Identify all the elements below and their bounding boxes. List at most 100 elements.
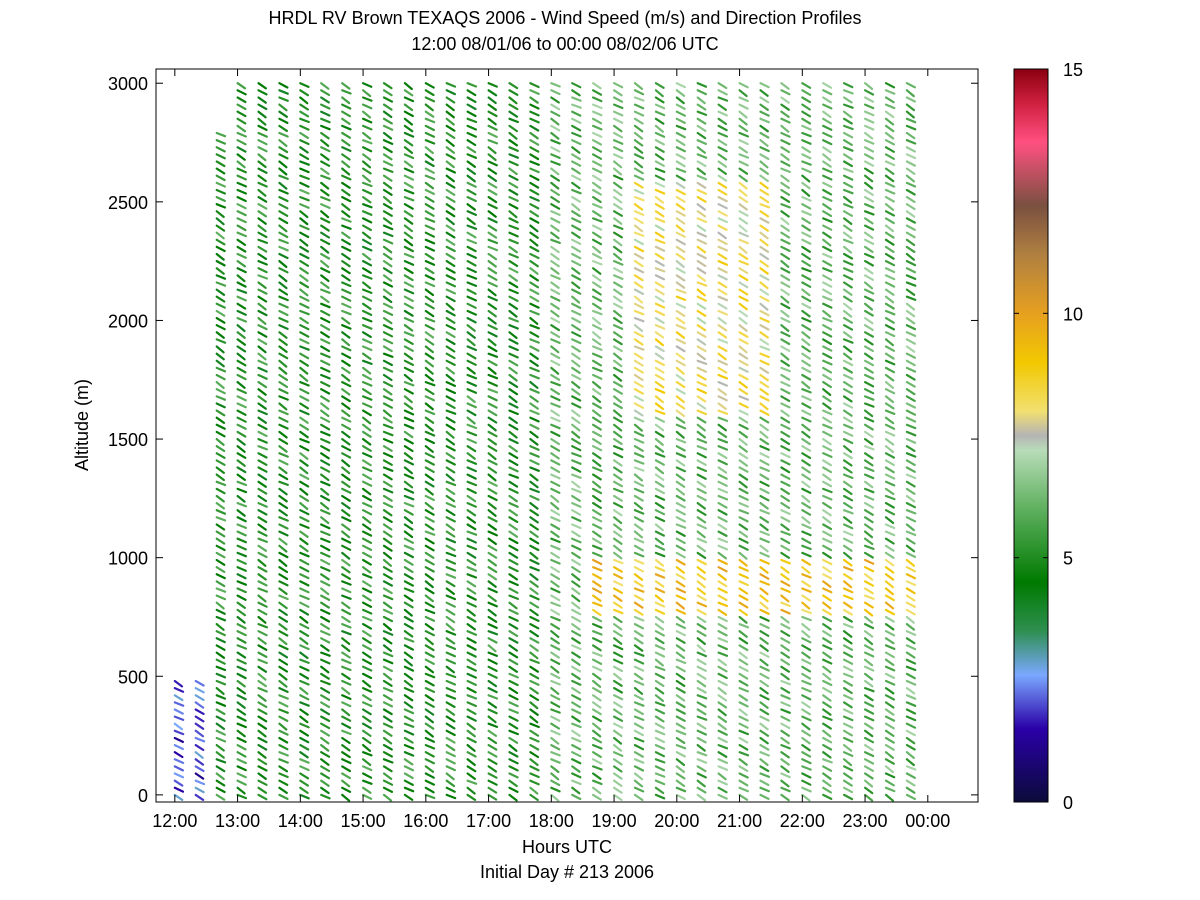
- wind-barb: [633, 267, 645, 274]
- wind-barb: [257, 224, 267, 233]
- wind-barb: [466, 210, 477, 216]
- wind-barb: [780, 523, 790, 531]
- wind-barb: [863, 210, 875, 216]
- wind-barb: [863, 580, 875, 587]
- wind-barb: [341, 601, 351, 610]
- wind-barb: [236, 786, 246, 795]
- wind-barb: [445, 729, 456, 737]
- wind-barb: [445, 551, 457, 558]
- wind-barb: [675, 181, 686, 189]
- wind-barb: [571, 181, 581, 190]
- wind-barb: [738, 238, 750, 245]
- wind-barb: [633, 203, 644, 211]
- wind-barb: [612, 516, 623, 525]
- wind-barb: [801, 89, 812, 96]
- wind-barb: [508, 438, 519, 445]
- wind-barb: [863, 509, 874, 516]
- wind-barb: [299, 644, 310, 651]
- wind-barb: [341, 188, 351, 197]
- wind-barb: [278, 124, 288, 132]
- wind-barb: [529, 601, 540, 609]
- wind-barb: [759, 245, 770, 253]
- wind-barb: [487, 174, 498, 182]
- wind-barb: [362, 544, 373, 552]
- wind-barb: [863, 630, 874, 638]
- wind-barb: [863, 679, 874, 688]
- wind-barb: [194, 701, 205, 709]
- wind-barb: [738, 672, 749, 680]
- wind-barb: [382, 146, 393, 154]
- wind-barb: [341, 530, 351, 539]
- wind-barb: [675, 473, 686, 481]
- wind-barb: [320, 366, 331, 373]
- wind-barb: [508, 252, 519, 259]
- wind-barb: [759, 146, 770, 153]
- wind-barb: [236, 388, 247, 394]
- wind-barb: [612, 751, 624, 758]
- wind-barb: [696, 188, 708, 195]
- wind-barb: [905, 103, 916, 112]
- wind-barb: [424, 309, 435, 318]
- wind-barb: [362, 523, 372, 531]
- wind-barb: [863, 558, 875, 565]
- wind-barb: [362, 516, 372, 524]
- wind-barb: [717, 110, 728, 117]
- wind-barb: [362, 373, 373, 381]
- wind-barb: [738, 615, 748, 624]
- wind-barb: [612, 502, 624, 509]
- wind-barb: [215, 686, 225, 696]
- wind-barb: [801, 558, 812, 566]
- wind-barb: [863, 174, 874, 183]
- wind-barb: [884, 89, 896, 95]
- wind-barb: [696, 587, 707, 596]
- wind-barb: [612, 359, 623, 368]
- wind-barb: [508, 672, 519, 679]
- wind-barb: [529, 309, 540, 316]
- wind-barb: [487, 758, 498, 765]
- wind-barb: [591, 366, 603, 373]
- wind-barb: [822, 210, 833, 217]
- wind-barb: [780, 124, 790, 133]
- wind-barb: [362, 615, 373, 622]
- wind-barb: [780, 324, 790, 332]
- wind-barb: [382, 203, 393, 210]
- wind-barb: [863, 665, 875, 672]
- wind-barb: [654, 388, 666, 394]
- wind-barb: [362, 352, 372, 360]
- wind-barb: [571, 580, 581, 588]
- wind-barb: [403, 82, 413, 91]
- wind-barb: [215, 281, 227, 287]
- wind-barb: [863, 637, 874, 646]
- wind-barb: [320, 430, 331, 437]
- wind-barb: [508, 793, 518, 802]
- wind-barb: [403, 288, 415, 295]
- wind-barb: [508, 466, 519, 473]
- wind-barb: [466, 786, 476, 795]
- wind-barb: [362, 139, 373, 145]
- wind-barb: [863, 110, 875, 117]
- wind-barb: [403, 480, 414, 489]
- wind-barb: [675, 679, 686, 688]
- wind-barb: [382, 665, 393, 673]
- wind-barb: [612, 573, 624, 580]
- wind-barb: [529, 160, 540, 166]
- wind-barb: [215, 473, 225, 482]
- wind-barb: [633, 779, 644, 788]
- wind-barb: [257, 430, 268, 438]
- wind-barb: [905, 601, 917, 609]
- wind-barb: [382, 772, 393, 781]
- wind-barb: [320, 672, 330, 680]
- wind-barb: [842, 103, 854, 109]
- wind-barb: [257, 103, 268, 111]
- wind-barb: [738, 587, 749, 595]
- wind-barb: [403, 630, 414, 638]
- wind-barb: [863, 345, 875, 352]
- wind-barb: [236, 153, 246, 161]
- wind-barb: [382, 174, 393, 182]
- wind-barb: [801, 96, 812, 104]
- wind-barb: [487, 409, 498, 417]
- wind-barb: [215, 210, 225, 218]
- wind-barb: [654, 715, 665, 723]
- wind-barb: [550, 245, 560, 254]
- wind-barb: [550, 288, 561, 295]
